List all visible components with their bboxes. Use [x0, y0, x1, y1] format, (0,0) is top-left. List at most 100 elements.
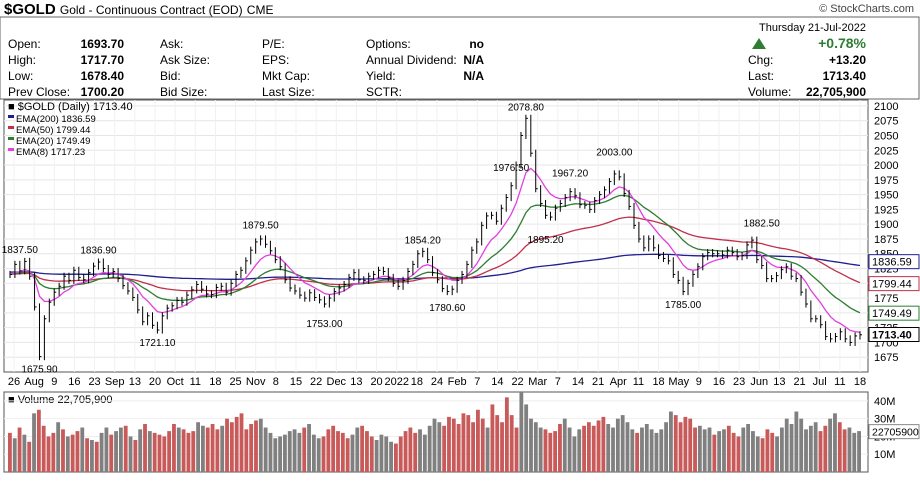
x-tick-label: 7	[474, 376, 480, 388]
volume-bar	[186, 432, 191, 472]
volume-bar	[847, 427, 852, 472]
legend-label: EMA(20) 1749.49	[16, 136, 90, 147]
legend-label: EMA(8) 1717.23	[16, 147, 85, 158]
symbol-label: $GOLD	[4, 1, 56, 18]
x-tick-label: 21	[592, 376, 604, 388]
price-annotation: 1895.20	[527, 235, 564, 246]
x-tick-label: 26	[8, 376, 20, 388]
x-tick-label: 13	[773, 376, 785, 388]
volume-bar	[316, 438, 321, 472]
volume-bar	[630, 429, 635, 472]
x-tick-label: 9	[696, 376, 702, 388]
volume-bar	[842, 429, 847, 472]
volume-bar	[128, 436, 133, 472]
volume-bar	[200, 425, 205, 472]
volume-bar	[818, 431, 823, 472]
volume-tick-label: 40M	[874, 396, 895, 408]
volume-bar	[779, 427, 784, 472]
volume-bar	[70, 434, 75, 472]
volume-bar	[181, 429, 186, 472]
volume-bar	[398, 436, 403, 472]
volume-bar	[263, 427, 268, 472]
volume-bar	[789, 424, 794, 472]
price-chart-title: ■ $GOLD (Daily) 1713.40	[8, 101, 133, 113]
volume-bar	[765, 429, 770, 472]
volume-bar	[94, 441, 99, 472]
volume-bar	[808, 425, 813, 472]
volume-title: ■ Volume 22,705,900	[8, 394, 113, 406]
yield-value: N/A	[463, 69, 484, 83]
volume-last-label: 22705900	[872, 427, 919, 439]
x-tick-label: Jun	[750, 376, 768, 388]
last-value-box	[868, 327, 920, 343]
volume-bar	[336, 431, 340, 472]
volume-bar	[114, 431, 118, 472]
volume-bar	[36, 409, 41, 472]
volume-bar	[644, 424, 649, 472]
volume-bar	[760, 438, 765, 472]
last-size-label: Last Size:	[262, 85, 315, 99]
volume-bar	[278, 436, 283, 472]
volume-bar	[615, 418, 620, 472]
x-tick-label: 9	[51, 376, 57, 388]
volume-bar	[770, 432, 775, 472]
volume-label: Volume:	[748, 85, 792, 99]
volume-bar	[340, 432, 345, 472]
price-annotation: 1753.00	[306, 319, 343, 330]
volume-bar	[389, 441, 393, 472]
volume-bar	[625, 422, 630, 472]
volume-bar	[302, 427, 307, 472]
volume-bar	[244, 429, 249, 472]
last-value-box	[868, 276, 920, 292]
volume-bar	[823, 425, 828, 472]
x-tick-label: Oct	[167, 376, 184, 388]
volume-bar	[673, 415, 678, 472]
volume-bar	[461, 413, 466, 472]
volume-bar	[90, 440, 94, 472]
volume-bar	[490, 404, 495, 472]
volume-bar	[586, 422, 591, 472]
legend-swatch	[8, 148, 14, 151]
volume-bar	[558, 424, 562, 472]
volume-bar	[220, 425, 225, 472]
mkt-cap-label: Mkt Cap:	[262, 69, 311, 83]
x-tick-label: 13	[350, 376, 362, 388]
volume-bar	[591, 425, 596, 472]
volume-bar	[504, 397, 509, 472]
yield-label: Yield:	[366, 69, 396, 83]
x-tick-label: 2022	[384, 376, 408, 388]
high-value: 1717.70	[80, 53, 124, 67]
volume-bar	[273, 438, 278, 472]
x-tick-label: 18	[652, 376, 664, 388]
volume-bar	[12, 438, 17, 472]
price-annotation: 2003.00	[596, 147, 633, 158]
chg-label: Chg:	[748, 53, 774, 67]
price-annotation: 1879.50	[242, 220, 279, 231]
volume-bar	[572, 436, 577, 472]
volume-bar	[268, 432, 273, 472]
pe-label: P/E:	[262, 37, 285, 51]
volume-bar	[577, 429, 582, 472]
x-tick-label: May	[668, 376, 689, 388]
volume-bar	[85, 438, 90, 472]
price-annotation: 1721.10	[139, 338, 176, 349]
price-annotation: 1675.90	[21, 365, 58, 376]
x-tick-label: Sep	[105, 376, 125, 388]
volume-bar	[403, 431, 408, 472]
volume-bar	[32, 413, 36, 472]
volume-bar	[717, 431, 722, 472]
volume-bar	[143, 424, 147, 472]
volume-bar	[702, 429, 707, 472]
x-tick-label: 7	[555, 376, 561, 388]
volume-bar	[17, 427, 22, 472]
x-tick-label: 23	[733, 376, 745, 388]
low-value: 1678.40	[80, 69, 124, 83]
volume-bar	[215, 429, 220, 472]
y-tick-label: 2075	[874, 116, 898, 128]
volume-bar	[413, 432, 418, 472]
volume-bar	[678, 422, 683, 472]
legend-swatch	[8, 137, 14, 140]
x-tick-label: 18	[854, 376, 866, 388]
volume-bar	[196, 422, 200, 472]
